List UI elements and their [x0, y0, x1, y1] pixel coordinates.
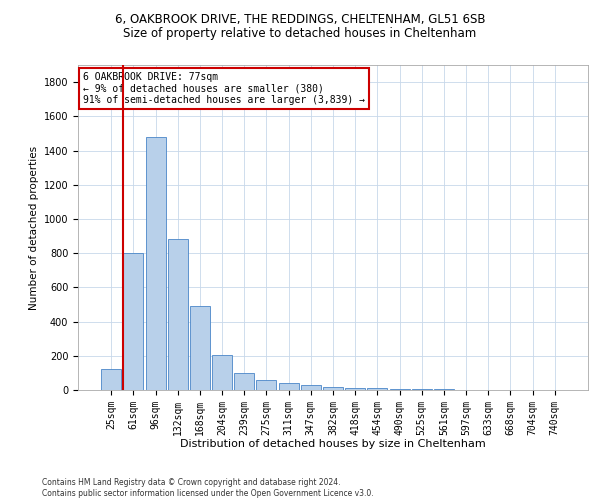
Text: Size of property relative to detached houses in Cheltenham: Size of property relative to detached ho…: [124, 28, 476, 40]
Bar: [367, 388, 388, 390]
Bar: [323, 386, 343, 390]
Bar: [190, 306, 210, 390]
Bar: [168, 240, 188, 390]
Y-axis label: Number of detached properties: Number of detached properties: [29, 146, 40, 310]
Bar: [389, 389, 410, 390]
Bar: [101, 370, 121, 390]
Bar: [124, 253, 143, 390]
Bar: [256, 380, 277, 390]
Text: 6, OAKBROOK DRIVE, THE REDDINGS, CHELTENHAM, GL51 6SB: 6, OAKBROOK DRIVE, THE REDDINGS, CHELTEN…: [115, 12, 485, 26]
Bar: [278, 383, 299, 390]
Text: Contains HM Land Registry data © Crown copyright and database right 2024.
Contai: Contains HM Land Registry data © Crown c…: [42, 478, 374, 498]
Bar: [146, 137, 166, 390]
X-axis label: Distribution of detached houses by size in Cheltenham: Distribution of detached houses by size …: [180, 439, 486, 449]
Text: 6 OAKBROOK DRIVE: 77sqm
← 9% of detached houses are smaller (380)
91% of semi-de: 6 OAKBROOK DRIVE: 77sqm ← 9% of detached…: [83, 72, 365, 104]
Bar: [212, 355, 232, 390]
Bar: [345, 388, 365, 390]
Bar: [234, 373, 254, 390]
Bar: [301, 385, 321, 390]
